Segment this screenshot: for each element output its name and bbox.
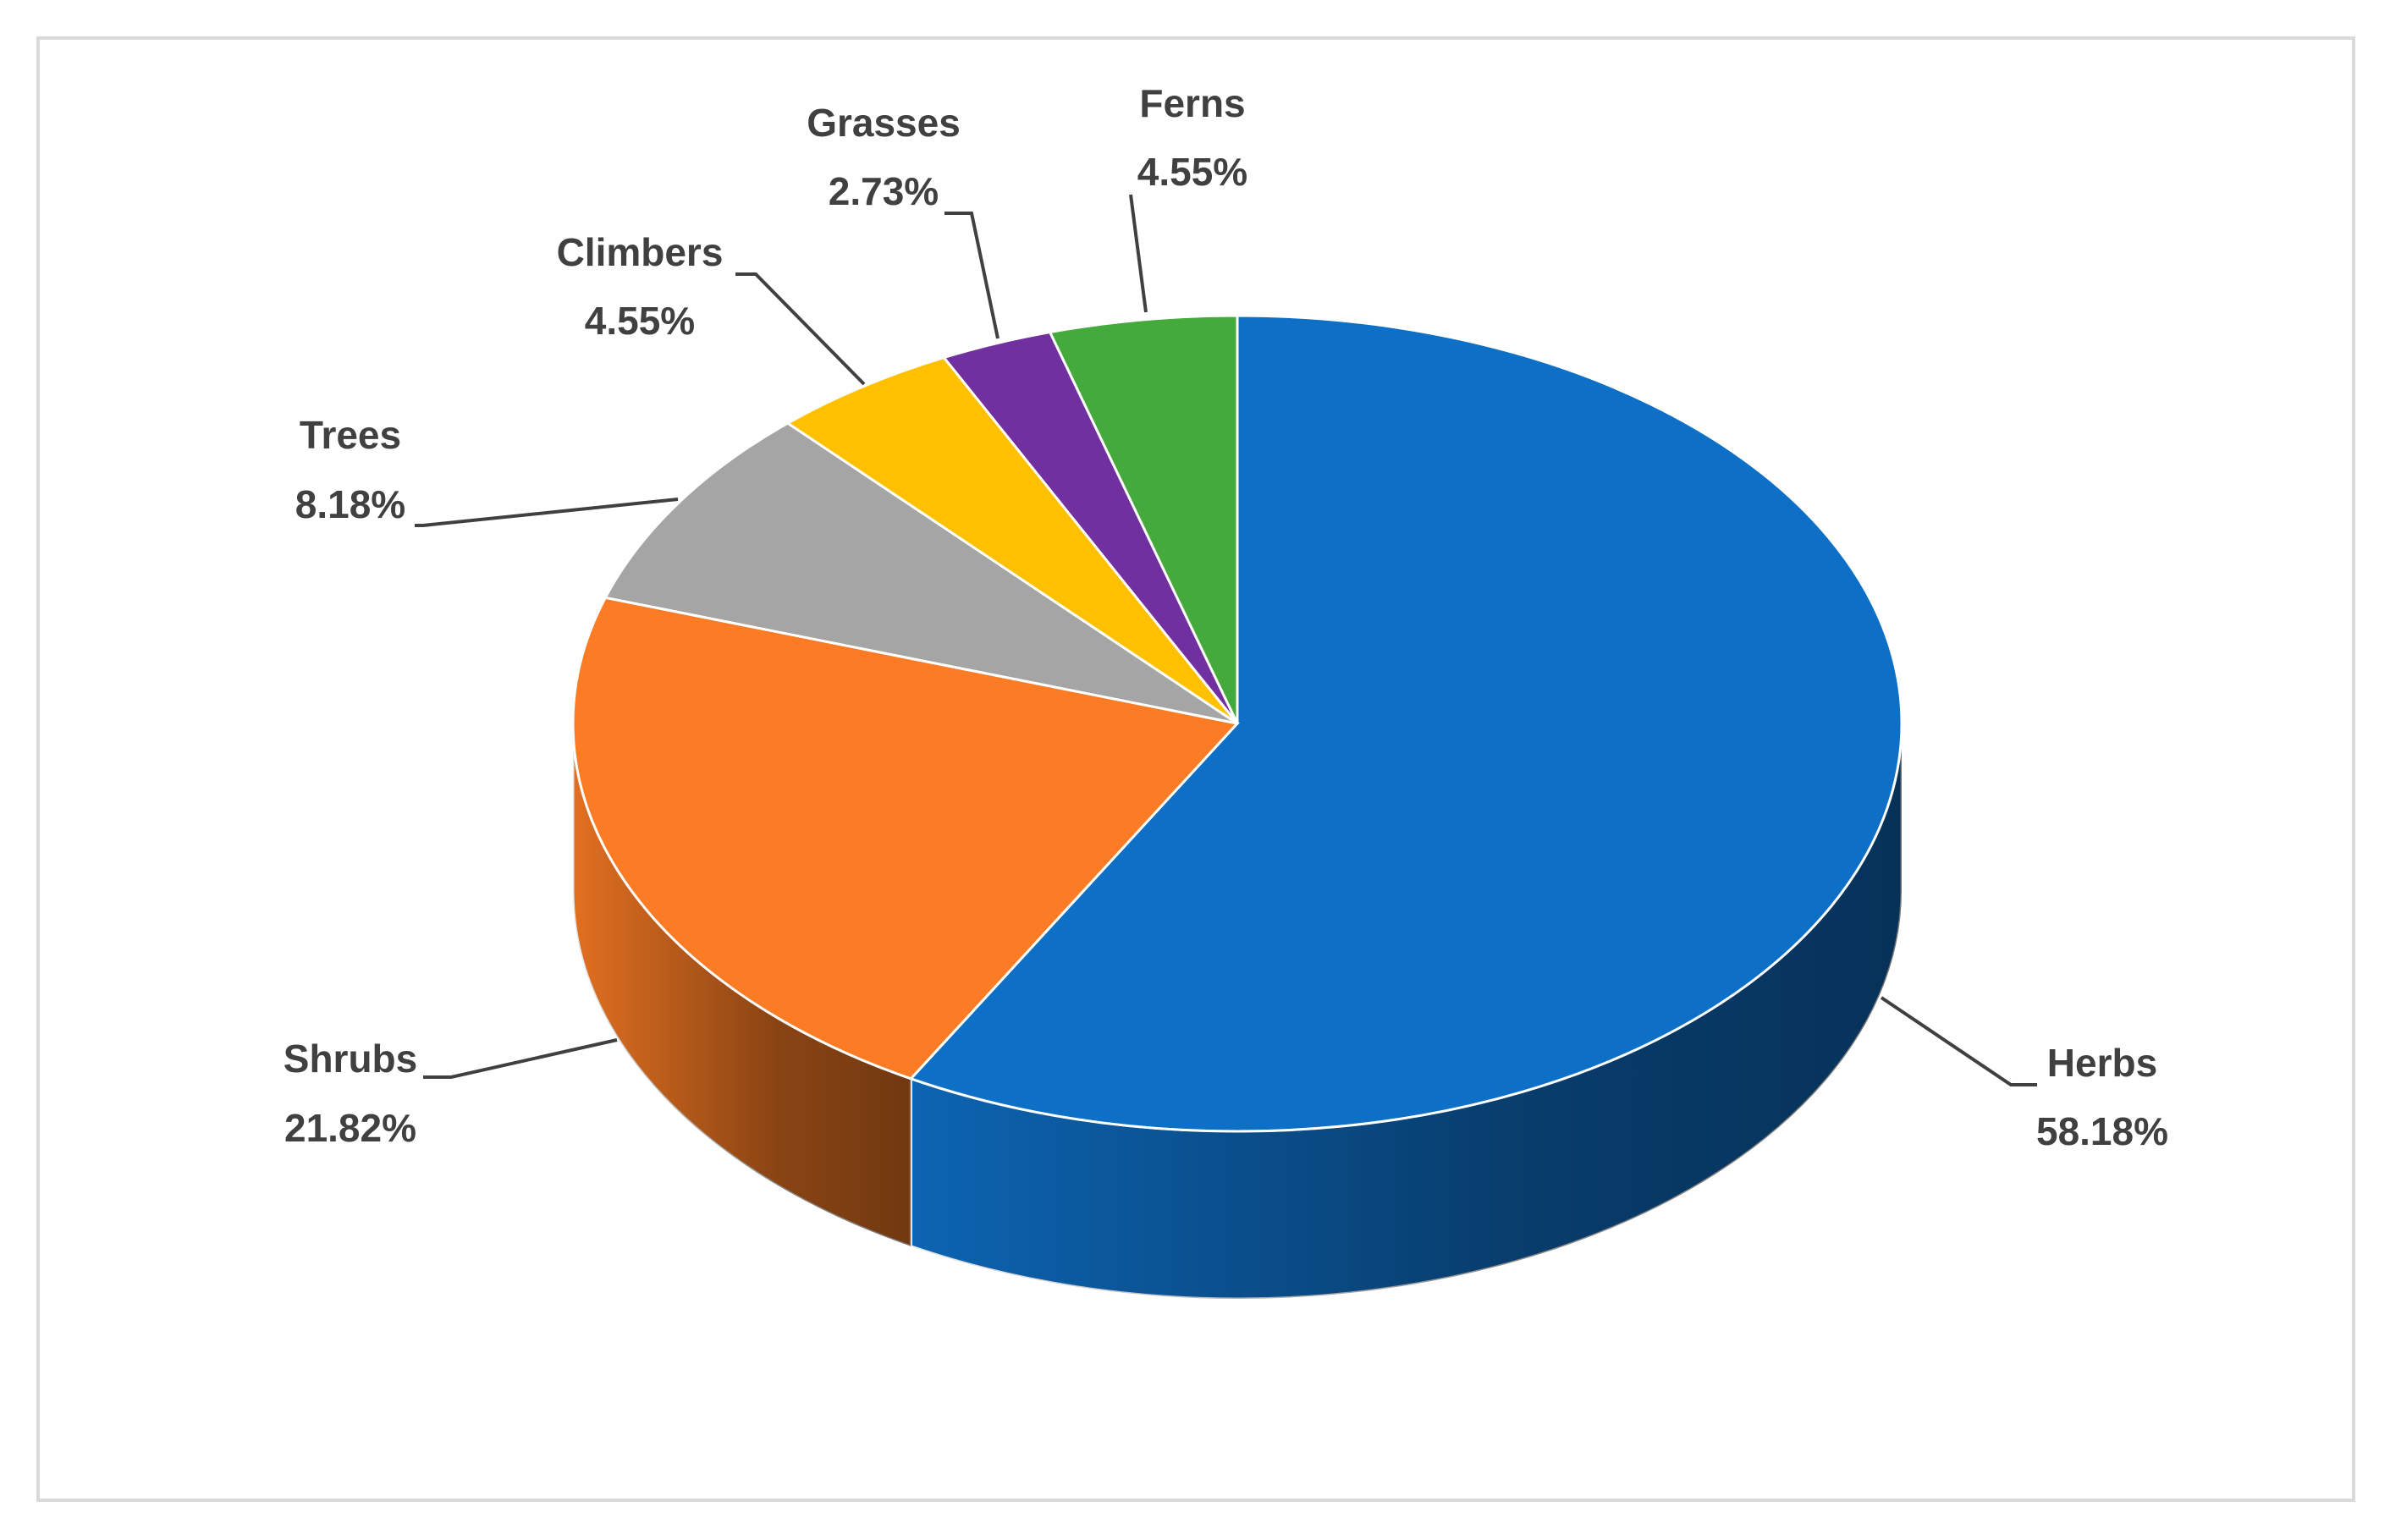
value-label: 58.18% [2036,1109,2168,1153]
value-label: 8.18% [295,482,405,526]
category-label: Grasses [807,101,961,145]
category-label: Ferns [1139,81,1245,125]
leader-line [415,498,679,527]
category-label: Herbs [2047,1041,2157,1085]
value-label: 21.82% [284,1106,416,1150]
value-label: 4.55% [1137,150,1247,194]
slice [603,421,1238,725]
leader-line [1129,194,1148,313]
category-label: Climbers [557,230,724,274]
value-label: 2.73% [829,169,939,213]
value-label: 4.55% [585,299,695,343]
category-label: Trees [300,413,401,457]
leader-line [423,1038,618,1079]
category-label: Shrubs [284,1037,417,1081]
slice [908,314,1903,1133]
slice-side-shade [911,723,1902,1299]
leader-line [735,272,866,386]
slice [1048,314,1239,724]
slice [785,355,1239,725]
leader-line [1880,996,2037,1086]
slice [571,596,1240,1081]
slice-side-shade [573,723,911,1246]
leader-line [944,212,1000,339]
